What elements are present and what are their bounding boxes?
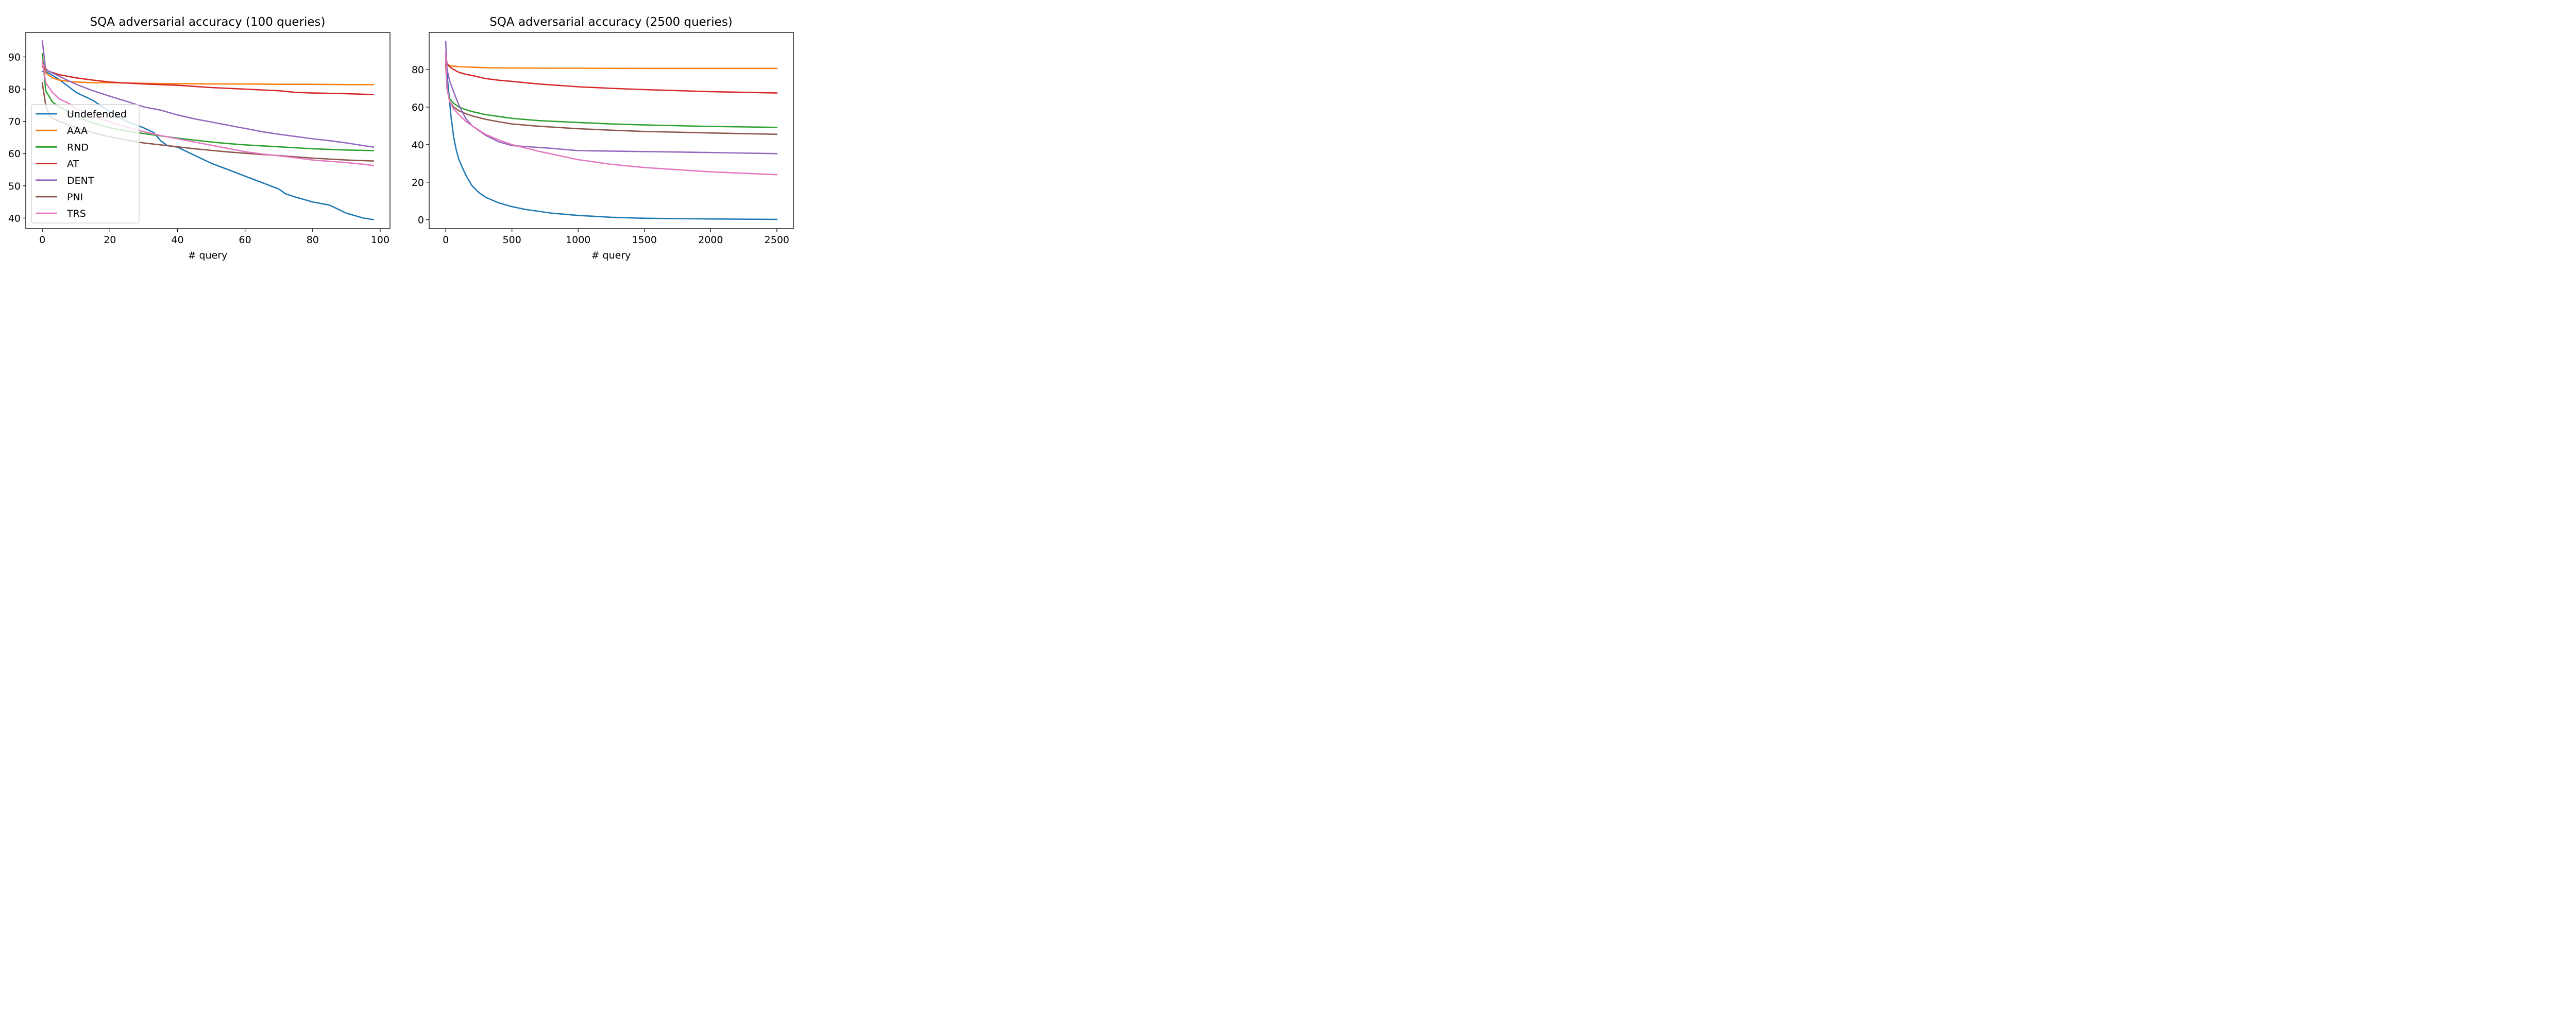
series-line-dent	[445, 41, 778, 154]
x-tick-label: 80	[307, 234, 319, 246]
legend-label-pni: PNI	[67, 192, 83, 203]
x-tick-label: 2000	[698, 234, 723, 246]
series-line-aaa	[41, 59, 375, 85]
x-tick-label: 60	[239, 234, 251, 246]
series-line-undefended	[445, 59, 778, 220]
x-tick-label: 1000	[566, 234, 590, 246]
y-tick-label: 40	[412, 140, 424, 151]
chart-title: SQA adversarial accuracy (2500 queries)	[489, 15, 733, 29]
x-tick-label: 20	[104, 234, 116, 246]
y-tick-label: 60	[412, 102, 424, 113]
series-line-trs	[41, 59, 375, 166]
figure: SQA adversarial accuracy (100 queries) 0…	[8, 15, 794, 261]
plot-frame	[429, 32, 794, 229]
series-line-at	[445, 56, 778, 94]
legend-label-undefended: Undefended	[67, 109, 127, 120]
x-axis-label: # query	[591, 250, 631, 261]
x-axis-label: # query	[188, 250, 228, 261]
series-line-at	[41, 66, 375, 95]
y-tick-label: 50	[8, 181, 21, 192]
series-line-rnd	[445, 54, 778, 128]
y-tick-label: 20	[412, 177, 424, 188]
y-tick-label: 70	[8, 116, 21, 128]
legend-label-at: AT	[67, 159, 79, 170]
x-tick-label: 0	[39, 234, 45, 246]
y-tick-label: 60	[8, 148, 21, 160]
series-line-trs	[445, 52, 778, 176]
series-line-undefended	[41, 71, 375, 220]
chart-panel-2500-queries: SQA adversarial accuracy (2500 queries) …	[412, 15, 794, 261]
legend-label-rnd: RND	[67, 142, 89, 153]
x-tick-label: 2500	[765, 234, 789, 246]
y-tick-label: 40	[8, 213, 21, 224]
chart-panel-100-queries: SQA adversarial accuracy (100 queries) 0…	[8, 15, 391, 261]
x-tick-label: 100	[371, 234, 389, 246]
y-tick-label: 90	[8, 52, 21, 63]
chart-title: SQA adversarial accuracy (100 queries)	[90, 15, 326, 29]
y-tick-label: 80	[8, 84, 21, 95]
legend-box	[31, 104, 140, 224]
legend-label-dent: DENT	[67, 175, 94, 186]
plot-frame	[25, 32, 391, 229]
series-line-dent	[41, 40, 375, 148]
legend-label-aaa: AAA	[67, 125, 88, 136]
y-tick-label: 80	[412, 64, 424, 76]
x-tick-label: 1500	[632, 234, 657, 246]
y-tick-label: 0	[418, 215, 424, 226]
x-tick-label: 40	[171, 234, 183, 246]
legend-label-trs: TRS	[66, 208, 86, 219]
x-tick-label: 500	[503, 234, 521, 246]
series-line-aaa	[445, 52, 778, 70]
legend: Undefended AAA RND AT DENT PNI TRS	[31, 104, 140, 224]
x-tick-label: 0	[443, 234, 449, 246]
